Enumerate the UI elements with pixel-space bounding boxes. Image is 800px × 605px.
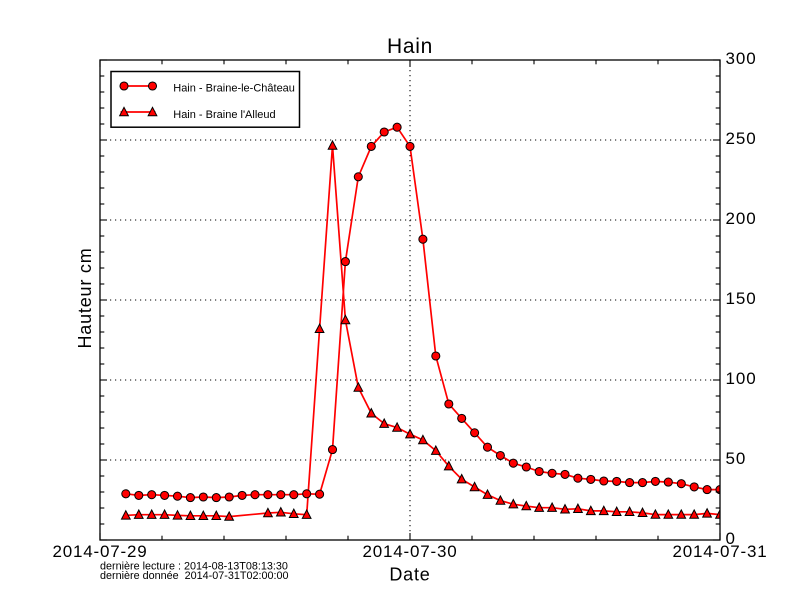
- svg-text:Hauteur cm: Hauteur cm: [75, 247, 95, 348]
- svg-text:300: 300: [726, 49, 757, 68]
- svg-text:150: 150: [726, 289, 757, 308]
- svg-text:0: 0: [726, 529, 736, 548]
- svg-text:dernière lecture : 2014-08-13T: dernière lecture : 2014-08-13T08:13:30: [100, 561, 288, 573]
- svg-text:Hain - Braine-le-Château: Hain - Braine-le-Château: [173, 83, 295, 95]
- svg-text:2014-07-30: 2014-07-30: [363, 542, 458, 561]
- svg-text:dernière donnée 2014-07-31T02: dernière donnée 2014-07-31T02:00:00: [100, 570, 289, 582]
- svg-text:250: 250: [726, 129, 757, 148]
- svg-text:200: 200: [726, 209, 757, 228]
- svg-text:Date: Date: [389, 565, 430, 585]
- svg-text:50: 50: [726, 449, 747, 468]
- svg-text:2014-07-29: 2014-07-29: [53, 542, 148, 561]
- svg-text:100: 100: [726, 369, 757, 388]
- svg-text:Hain - Braine l'Alleud: Hain - Braine l'Alleud: [173, 109, 275, 121]
- svg-text:Hain: Hain: [387, 35, 433, 58]
- svg-text:2014-07-31: 2014-07-31: [673, 542, 768, 561]
